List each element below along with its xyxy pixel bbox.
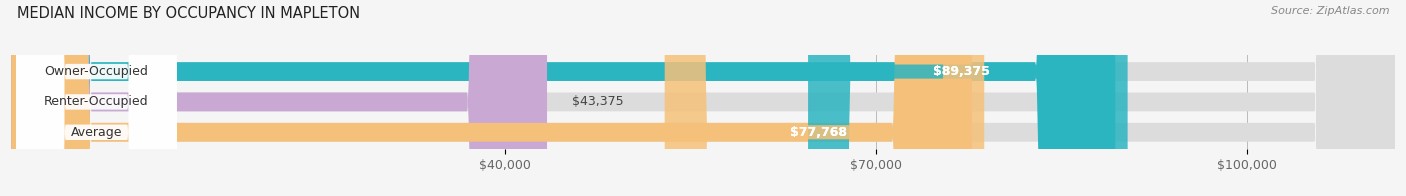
Text: $89,375: $89,375 xyxy=(934,65,990,78)
Text: Owner-Occupied: Owner-Occupied xyxy=(45,65,149,78)
FancyBboxPatch shape xyxy=(808,0,1128,196)
Text: Renter-Occupied: Renter-Occupied xyxy=(44,95,149,108)
FancyBboxPatch shape xyxy=(11,0,1115,196)
FancyBboxPatch shape xyxy=(11,0,1395,196)
Text: Average: Average xyxy=(70,126,122,139)
FancyBboxPatch shape xyxy=(11,0,547,196)
Text: Source: ZipAtlas.com: Source: ZipAtlas.com xyxy=(1271,6,1389,16)
Text: MEDIAN INCOME BY OCCUPANCY IN MAPLETON: MEDIAN INCOME BY OCCUPANCY IN MAPLETON xyxy=(17,6,360,21)
Text: $77,768: $77,768 xyxy=(790,126,846,139)
FancyBboxPatch shape xyxy=(11,0,972,196)
FancyBboxPatch shape xyxy=(11,0,1395,196)
FancyBboxPatch shape xyxy=(665,0,984,196)
FancyBboxPatch shape xyxy=(11,0,1395,196)
Text: $43,375: $43,375 xyxy=(572,95,623,108)
FancyBboxPatch shape xyxy=(17,0,177,196)
FancyBboxPatch shape xyxy=(17,0,177,196)
Text: $89,375: $89,375 xyxy=(934,65,990,78)
FancyBboxPatch shape xyxy=(17,0,177,196)
Text: $77,768: $77,768 xyxy=(790,126,846,139)
